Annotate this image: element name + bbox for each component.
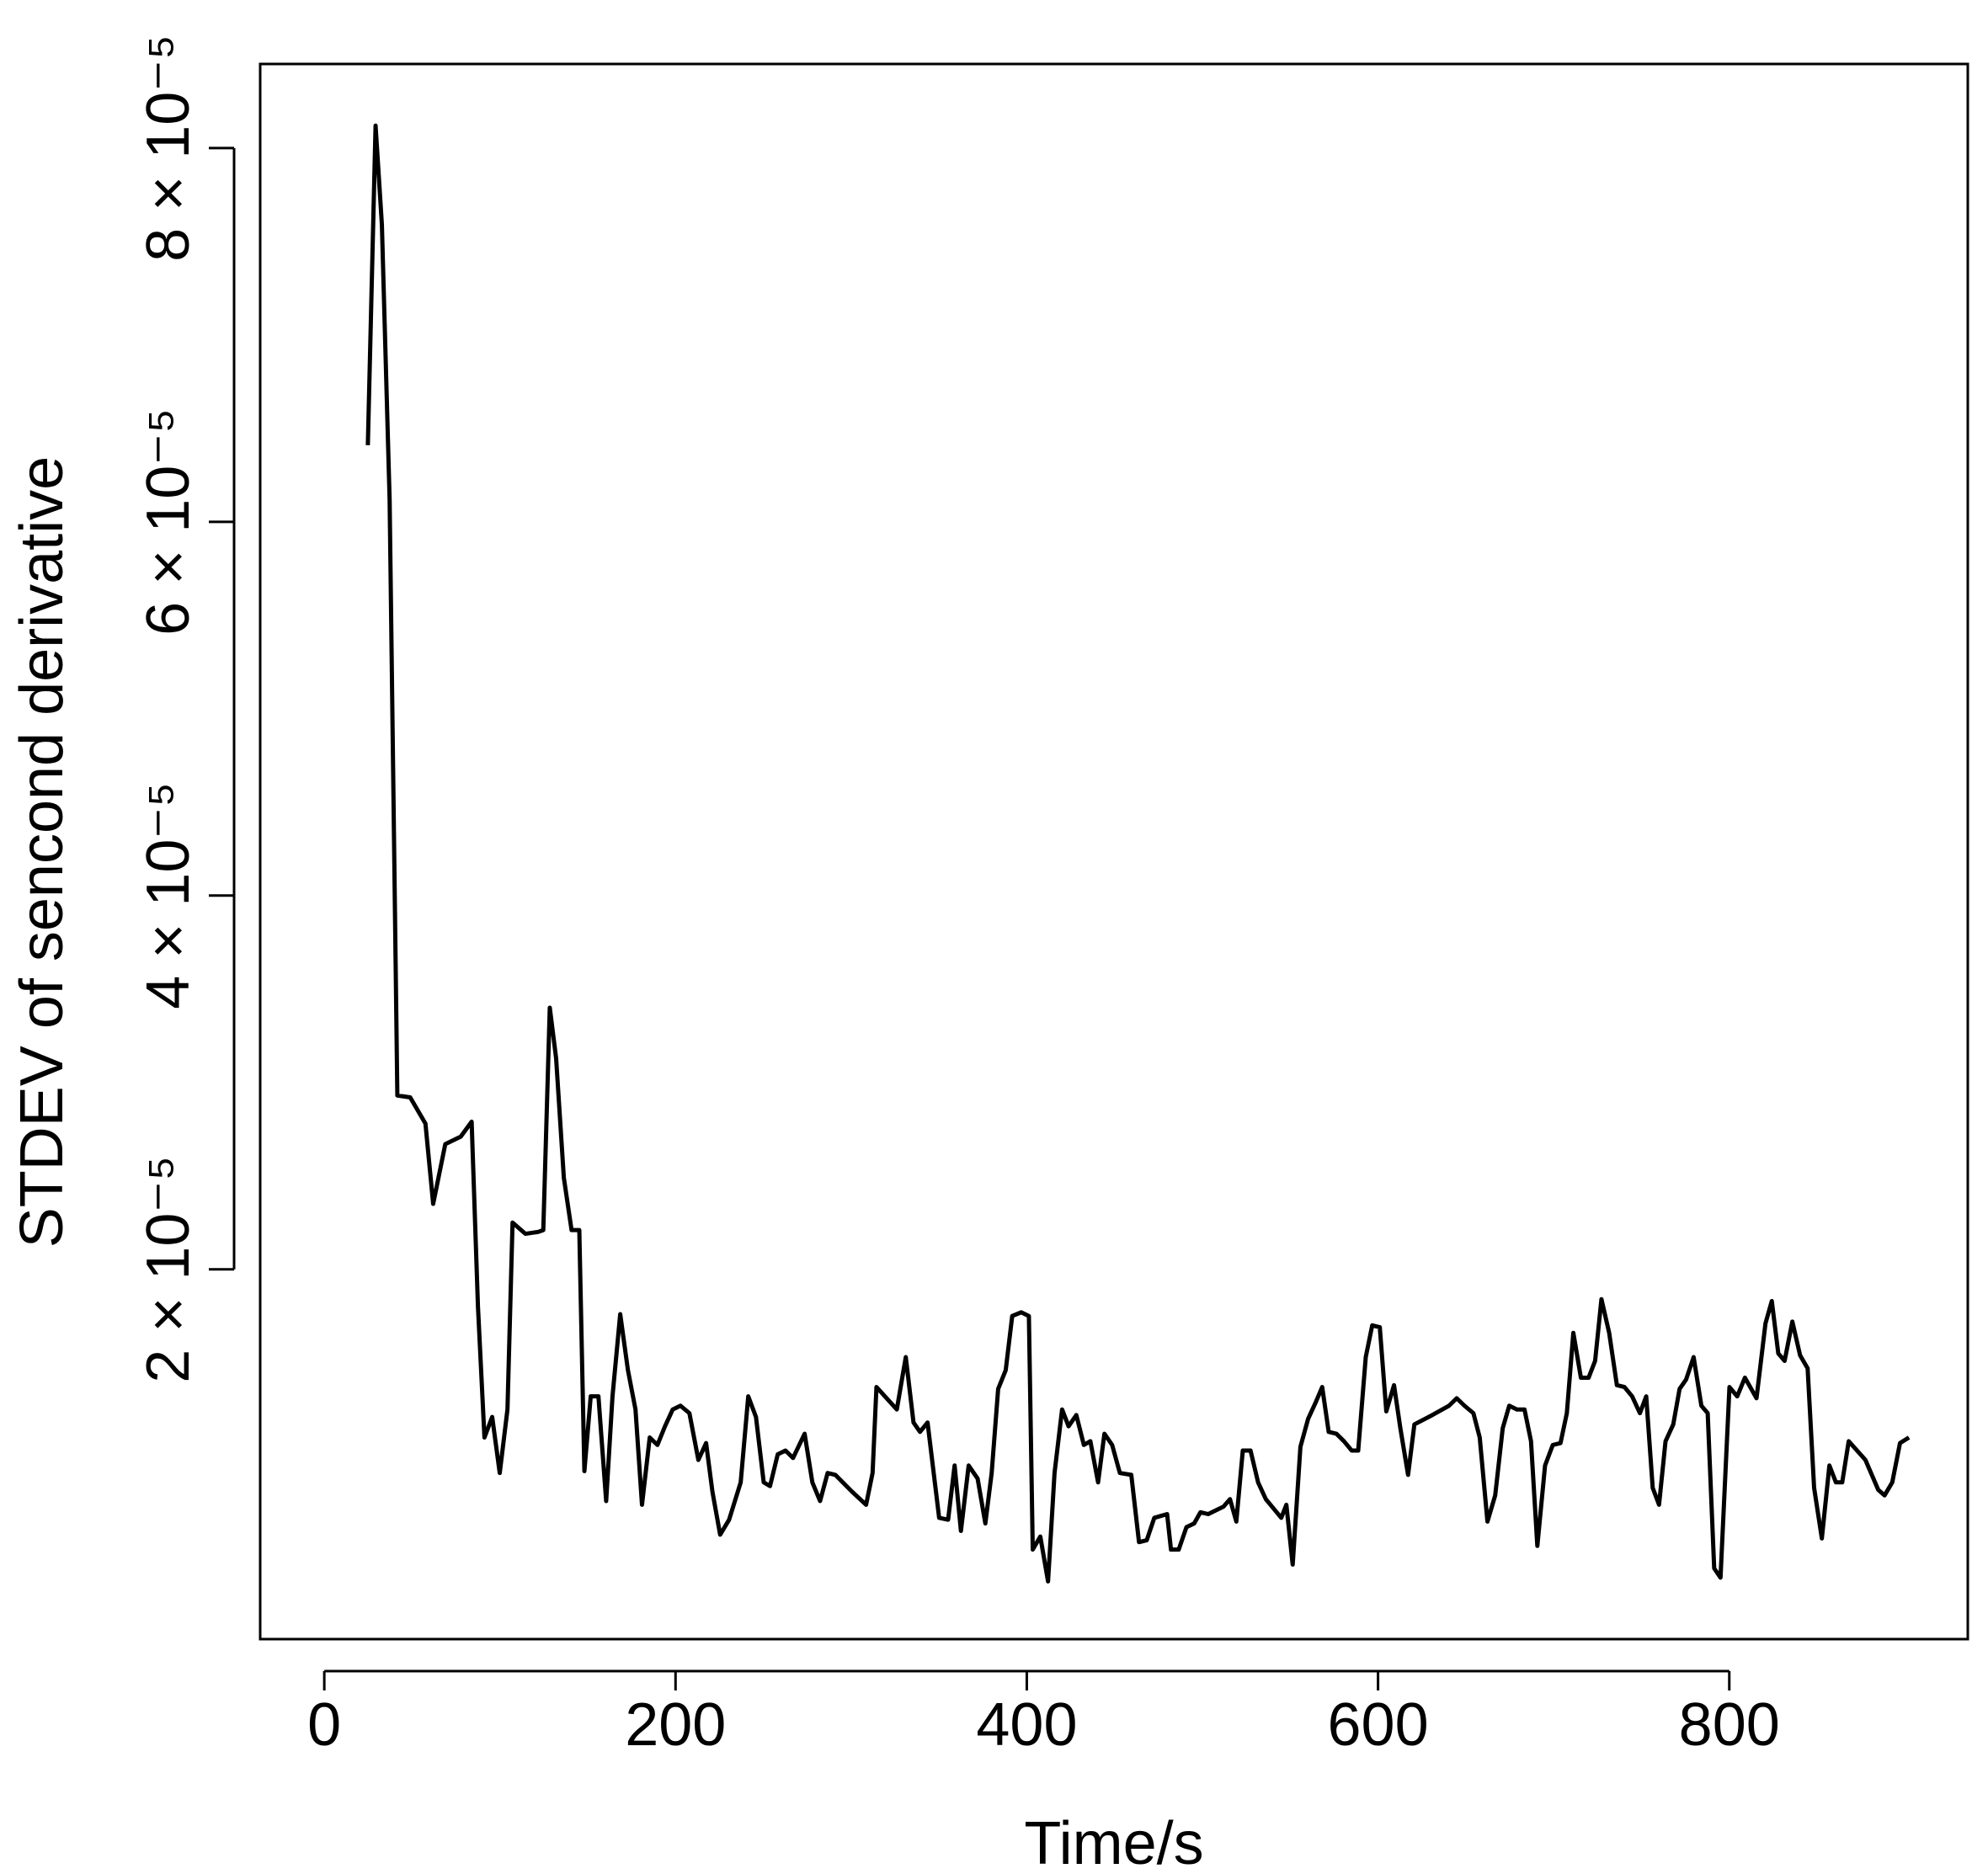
data-line xyxy=(365,123,1911,1584)
plot-frame xyxy=(258,62,1969,1641)
y-tick-label: 8 × 10⁻⁵ xyxy=(135,35,202,262)
y-tick-label: 4 × 10⁻⁵ xyxy=(135,782,202,1009)
x-tick-label: 800 xyxy=(1679,1691,1780,1759)
y-axis-label: STDEV of sencond derivative xyxy=(8,456,76,1248)
x-tick-label: 600 xyxy=(1328,1691,1429,1759)
y-tick-label: 2 × 10⁻⁵ xyxy=(135,1156,202,1383)
x-tick-label: 0 xyxy=(307,1691,341,1759)
x-tick-label: 200 xyxy=(625,1691,726,1759)
x-axis-label: Time/s xyxy=(1024,1810,1203,1874)
y-tick-label: 6 × 10⁻⁵ xyxy=(135,408,202,636)
x-tick-label: 400 xyxy=(976,1691,1077,1759)
